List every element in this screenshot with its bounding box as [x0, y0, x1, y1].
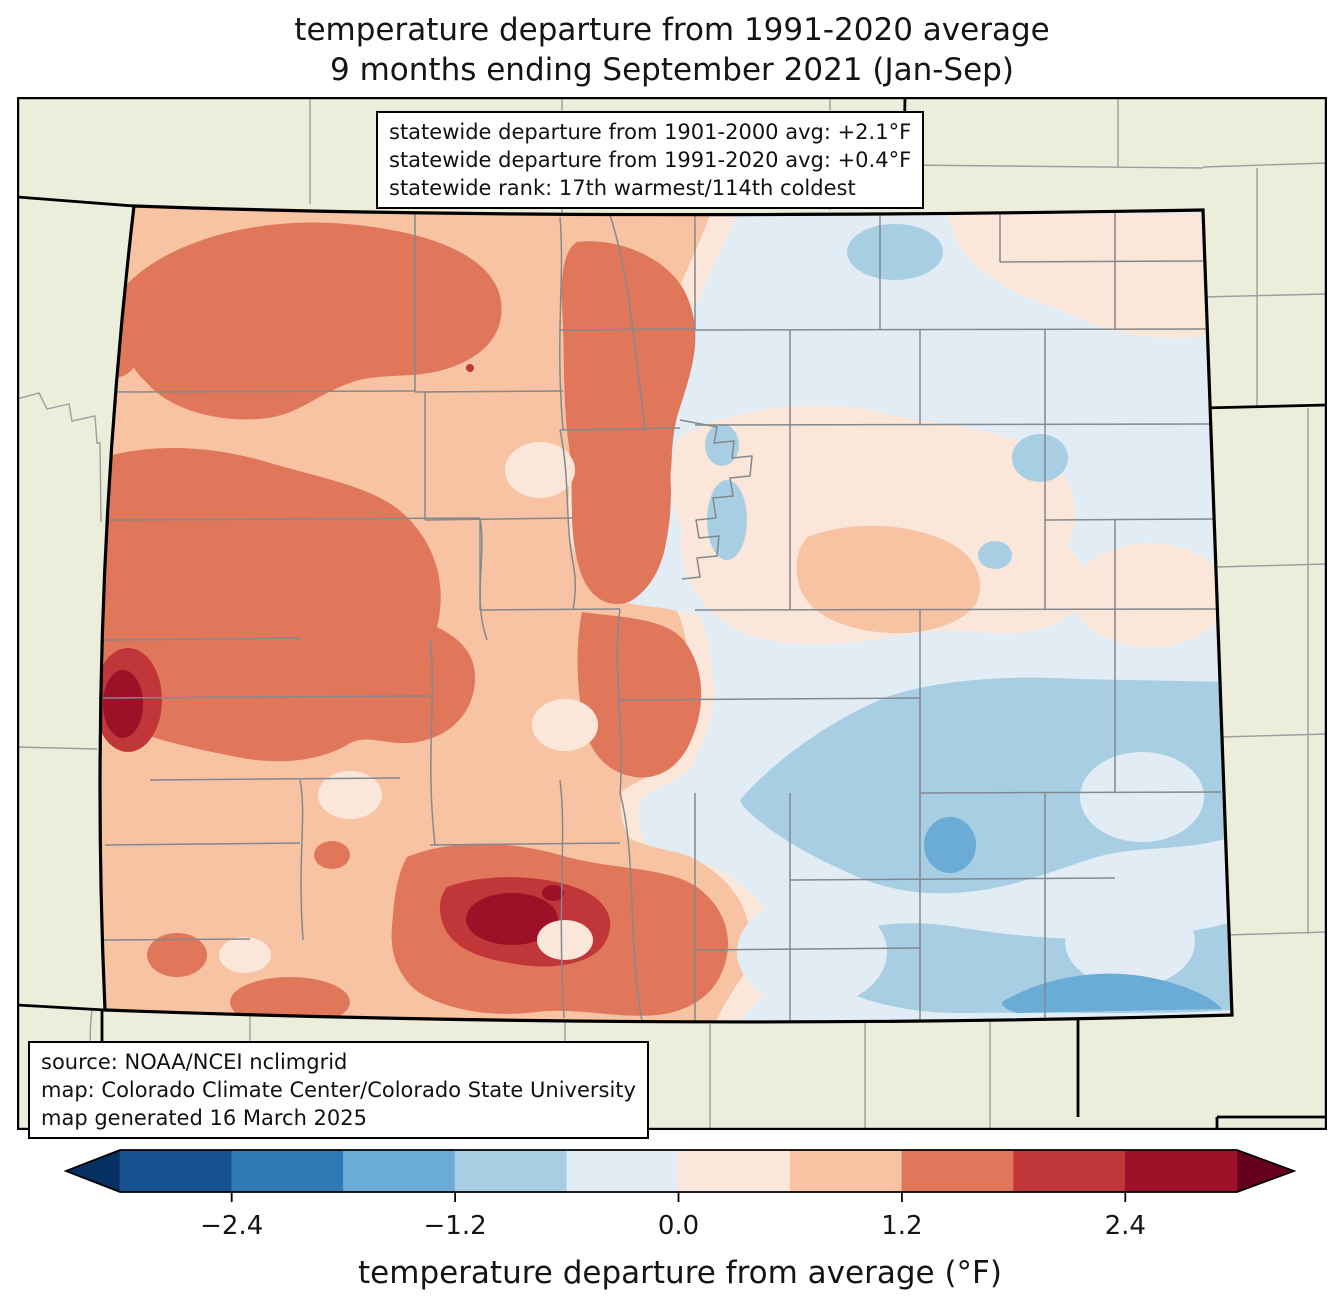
colorbar: −2.4 −1.2 0.0 1.2 2.4 temperature departure …	[63, 1149, 1297, 1291]
colorbar-segment	[1125, 1150, 1238, 1192]
colorbar-segment	[119, 1150, 232, 1192]
colorbar-segment	[901, 1150, 1014, 1192]
colorbar-axis-label: temperature departure from average (°F)	[358, 1255, 1002, 1291]
colorbar-segment	[789, 1150, 903, 1192]
map-title-line1: temperature departure from 1991-2020 ave…	[294, 12, 1050, 48]
colorbar-outline	[63, 1149, 1297, 1193]
map-title-line2: 9 months ending September 2021 (Jan-Sep)	[330, 52, 1014, 88]
colorado-anomaly-map	[17, 97, 1327, 1130]
hottest-cores	[103, 670, 564, 945]
colorbar-tick-label: 2.4	[1105, 1211, 1146, 1241]
map-title: temperature departure from 1991-2020 ave…	[0, 10, 1344, 90]
plains-warm-blob	[796, 525, 981, 634]
colorbar-under-arrow	[66, 1150, 120, 1192]
colorbar-tick-label: −2.4	[200, 1211, 263, 1241]
stats-line-rank: statewide rank: 17th warmest/114th colde…	[389, 176, 856, 200]
colorbar-segment	[231, 1150, 344, 1192]
colorbar-segment	[1013, 1150, 1126, 1192]
pale-patches-east	[737, 752, 1204, 1007]
colorado-fill-layers	[100, 206, 1232, 1022]
colorado-state-border	[98, 204, 1234, 1024]
statewide-stats-box: statewide departure from 1901-2000 avg: …	[376, 111, 925, 209]
colorbar-tick-label: −1.2	[424, 1211, 487, 1241]
map-frame	[17, 97, 1327, 1130]
peach-patches-east	[670, 212, 1228, 647]
colorbar-tick-label: 1.2	[881, 1211, 922, 1241]
stats-line-1991-2020: statewide departure from 1991-2020 avg: …	[389, 148, 912, 172]
map-credit-line: map: Colorado Climate Center/Colorado St…	[41, 1078, 636, 1102]
source-attribution-box: source: NOAA/NCEI nclimgrid map: Colorad…	[28, 1041, 649, 1139]
colorbar-segment	[454, 1150, 568, 1192]
colorbar-tick-label: 0.0	[658, 1211, 699, 1241]
colorado-county-lines	[101, 209, 1222, 1022]
colorbar-segment	[343, 1150, 456, 1192]
colorbar-segment	[678, 1150, 791, 1192]
generated-date-line: map generated 16 March 2025	[41, 1106, 368, 1130]
pale-patches-west	[219, 442, 598, 973]
colorbar-segment	[566, 1150, 679, 1192]
map-axes-frame	[17, 97, 1327, 1130]
colorbar-over-arrow	[1237, 1150, 1294, 1192]
source-line: source: NOAA/NCEI nclimgrid	[41, 1050, 348, 1074]
stats-line-1901-2000: statewide departure from 1901-2000 avg: …	[389, 120, 912, 144]
coldest-spots	[924, 817, 1222, 1013]
